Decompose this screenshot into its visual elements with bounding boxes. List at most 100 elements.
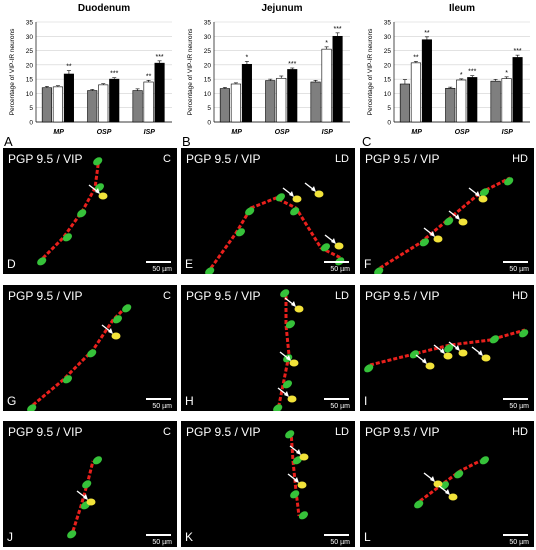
bar xyxy=(467,77,478,123)
condition-label: HD xyxy=(512,426,528,438)
vip-cell xyxy=(298,511,308,520)
y-tick-label: 30 xyxy=(204,34,212,41)
y-tick-label: 15 xyxy=(26,77,34,84)
scale-bar xyxy=(146,261,171,263)
scale-label: 50 µm xyxy=(509,539,529,546)
condition-label: HD xyxy=(512,153,528,165)
arrowhead xyxy=(430,476,435,482)
fiber-image xyxy=(205,182,345,274)
y-tick-label: 35 xyxy=(384,20,392,27)
panel-letter: J xyxy=(7,530,13,544)
fiber-image xyxy=(273,289,304,411)
vip-cell xyxy=(504,177,514,186)
vip-cell xyxy=(87,349,97,358)
condition-label: C xyxy=(163,426,171,438)
bar xyxy=(445,87,456,123)
vip-cell xyxy=(419,238,429,247)
panel-letter: H xyxy=(185,394,194,408)
pgp-fiber xyxy=(419,459,481,503)
bar xyxy=(276,77,287,123)
colocalized-cell xyxy=(458,218,468,226)
micrograph-label: PGP 9.5 / VIP xyxy=(8,425,83,439)
y-tick-label: 10 xyxy=(204,91,212,98)
fiber-image xyxy=(364,328,529,373)
bar xyxy=(512,57,523,123)
colocalized-cell xyxy=(86,498,96,506)
scale-label: 50 µm xyxy=(152,266,172,273)
vip-cell xyxy=(414,500,424,509)
panel-letter: L xyxy=(364,530,371,544)
bar xyxy=(421,39,432,123)
panel-letter: D xyxy=(7,257,16,271)
scale-label: 50 µm xyxy=(509,266,529,273)
scale-bar xyxy=(324,534,349,536)
bar xyxy=(321,48,332,123)
bar xyxy=(265,80,276,123)
colocalized-cell xyxy=(292,195,302,203)
significance-marker: *** xyxy=(288,61,296,68)
y-tick-label: 5 xyxy=(29,105,33,112)
significance-marker: * xyxy=(246,54,249,61)
significance-marker: * xyxy=(505,70,508,77)
y-tick-label: 35 xyxy=(26,20,34,27)
arrowhead xyxy=(311,186,316,192)
y-tick-label: 10 xyxy=(384,91,392,98)
arrowhead xyxy=(284,391,289,397)
vip-cell xyxy=(62,233,72,242)
micrograph-label: PGP 9.5 / VIP xyxy=(186,289,261,303)
y-tick-label: 10 xyxy=(26,91,34,98)
micrograph-label: PGP 9.5 / VIP xyxy=(8,152,83,166)
vip-cell xyxy=(112,315,122,324)
colocalized-cell xyxy=(478,195,488,203)
vip-cell xyxy=(364,364,374,373)
chart-title: Jejunum xyxy=(261,3,302,14)
y-tick-label: 5 xyxy=(387,105,391,112)
chart-title: Duodenum xyxy=(78,3,130,14)
significance-marker: ** xyxy=(146,73,152,80)
vip-cell xyxy=(489,335,499,344)
panel-letter: E xyxy=(185,257,194,271)
vip-cell xyxy=(292,456,302,465)
colocalized-cell xyxy=(287,395,297,403)
vip-cell xyxy=(285,430,295,439)
arrowhead xyxy=(430,231,435,237)
bar xyxy=(332,35,343,123)
chart-title: Ileum xyxy=(449,3,475,14)
y-tick-label: 25 xyxy=(204,48,212,55)
vip-cell xyxy=(235,228,245,237)
x-tick-label: ISP xyxy=(144,129,156,136)
panel-letter: G xyxy=(7,394,17,408)
pgp-fiber xyxy=(41,157,101,260)
colocalized-cell xyxy=(111,332,121,340)
arrowhead xyxy=(296,449,301,455)
micrograph-k: PGP 9.5 / VIP LD 50 µm K xyxy=(181,421,355,547)
scale-label: 50 µm xyxy=(330,403,350,410)
condition-label: LD xyxy=(334,290,349,302)
vip-cell xyxy=(62,375,72,384)
vip-cell xyxy=(77,209,87,218)
bar xyxy=(410,62,421,123)
scale-label: 50 µm xyxy=(152,403,172,410)
fiber-image xyxy=(37,157,108,266)
panel-letter: C xyxy=(362,134,371,149)
panel-letter: I xyxy=(364,394,368,408)
colocalized-cell xyxy=(334,242,344,250)
bar xyxy=(456,79,467,123)
vip-cell xyxy=(122,304,132,313)
significance-marker: *** xyxy=(110,71,118,78)
vip-cell xyxy=(27,404,37,411)
y-axis-label: Percentage of VIP-IR neurons xyxy=(9,28,16,115)
arrowhead xyxy=(83,494,88,500)
vip-cell xyxy=(82,480,92,489)
pgp-fiber xyxy=(71,460,95,532)
vip-cell xyxy=(320,243,330,252)
y-tick-label: 0 xyxy=(29,120,33,127)
scale-bar xyxy=(324,398,349,400)
colocalized-cell xyxy=(443,352,453,360)
colocalized-cell xyxy=(314,190,324,198)
arrowhead xyxy=(286,355,291,361)
bar xyxy=(52,86,63,123)
x-tick-label: MP xyxy=(231,129,242,136)
bar xyxy=(287,69,298,123)
pgp-fiber xyxy=(289,430,301,517)
